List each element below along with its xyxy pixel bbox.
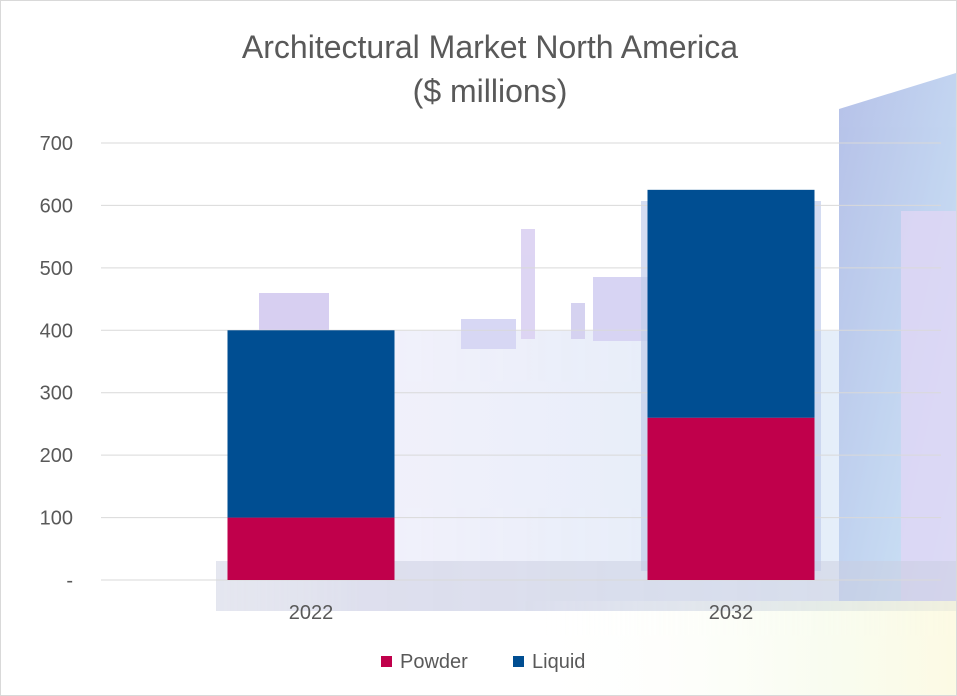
legend: Powder Liquid <box>381 651 585 673</box>
y-tick-label: - <box>66 570 73 592</box>
bar-powder-2022 <box>227 517 395 580</box>
legend-swatch-powder <box>381 656 392 667</box>
y-tick-label: 600 <box>40 195 73 217</box>
legend-swatch-liquid <box>513 656 524 667</box>
chart-subtitle: ($ millions) <box>413 73 568 109</box>
y-tick-label: 300 <box>40 383 73 405</box>
x-axis: 2022 2032 <box>289 602 754 624</box>
y-tick-label: 100 <box>40 508 73 530</box>
chart-title: Architectural Market North America <box>242 29 738 65</box>
bar-liquid-2022 <box>227 330 395 518</box>
y-tick-label: 500 <box>40 258 73 280</box>
legend-label-powder: Powder <box>400 651 468 673</box>
y-axis: - 100 200 300 400 500 600 700 <box>40 133 73 592</box>
x-tick-label: 2032 <box>709 602 754 624</box>
bar-powder-2032 <box>647 417 815 580</box>
x-tick-label: 2022 <box>289 602 334 624</box>
y-tick-label: 200 <box>40 445 73 467</box>
bars <box>227 189 815 580</box>
legend-label-liquid: Liquid <box>532 651 585 673</box>
y-tick-label: 700 <box>40 133 73 155</box>
y-tick-label: 400 <box>40 320 73 342</box>
bar-liquid-2032 <box>647 189 815 418</box>
